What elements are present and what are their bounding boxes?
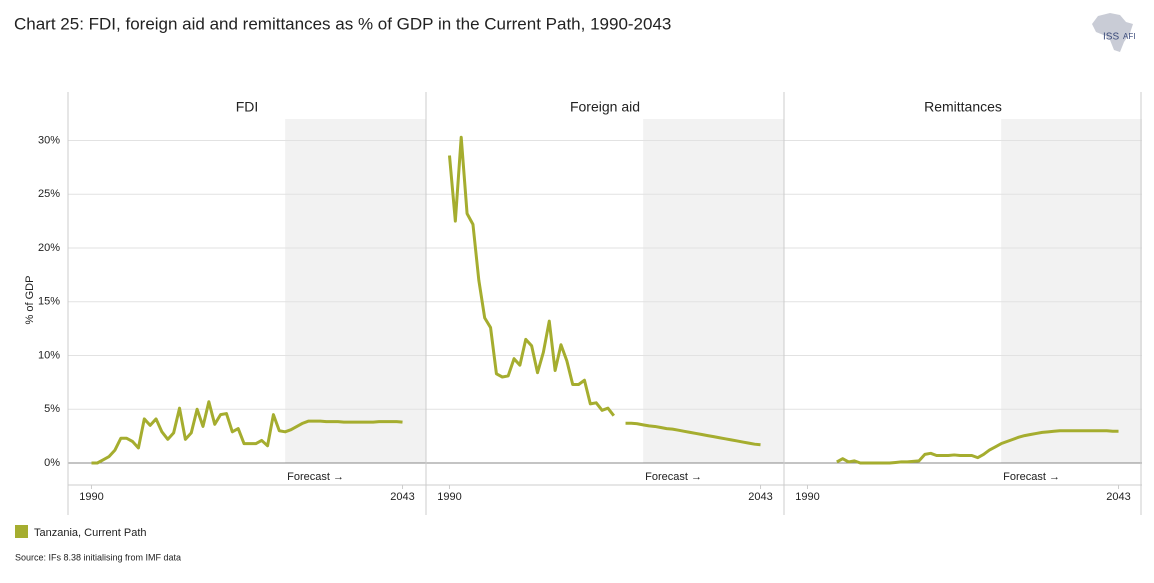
legend-swatch <box>15 525 28 538</box>
forecast-label: Forecast → <box>645 471 702 483</box>
data-line <box>447 135 615 417</box>
y-tick-label: 30% <box>38 134 60 146</box>
forecast-shade <box>285 119 426 463</box>
source: Source: IFs 8.38 initialising from IMF d… <box>15 552 181 562</box>
forecast-shade <box>1001 119 1142 463</box>
data-line <box>836 429 1119 465</box>
y-tick-label: 5% <box>44 403 60 415</box>
x-tick-label: 2043 <box>1106 491 1130 503</box>
y-tick-label: 20% <box>38 242 60 254</box>
x-tick-label: 1990 <box>437 491 461 503</box>
data-line <box>91 400 403 465</box>
forecast-shade <box>643 119 784 463</box>
panel-title: FDI <box>236 99 259 115</box>
x-tick-label: 1990 <box>79 491 103 503</box>
x-tick-label: 2043 <box>748 491 772 503</box>
panel-title: Remittances <box>924 99 1002 115</box>
y-tick-label: 0% <box>44 457 60 469</box>
y-tick-label: 10% <box>38 349 60 361</box>
y-axis-label: % of GDP <box>24 276 36 325</box>
chart-title: Chart 25: FDI, foreign aid and remittanc… <box>14 14 671 33</box>
panel-title: Foreign aid <box>570 99 640 115</box>
y-tick-label: 15% <box>38 296 60 308</box>
logo-text: AFI <box>1123 32 1135 41</box>
x-tick-label: 1990 <box>795 491 819 503</box>
data-line <box>625 421 761 447</box>
logo: ISS AFI <box>1092 13 1135 52</box>
forecast-label: Forecast → <box>287 471 344 483</box>
legend-label: Tanzania, Current Path <box>34 527 147 539</box>
logo-shape <box>1092 13 1133 52</box>
forecast-label: Forecast → <box>1003 471 1060 483</box>
logo-text: ISS <box>1103 32 1119 43</box>
y-tick-label: 25% <box>38 188 60 200</box>
x-tick-label: 2043 <box>390 491 414 503</box>
